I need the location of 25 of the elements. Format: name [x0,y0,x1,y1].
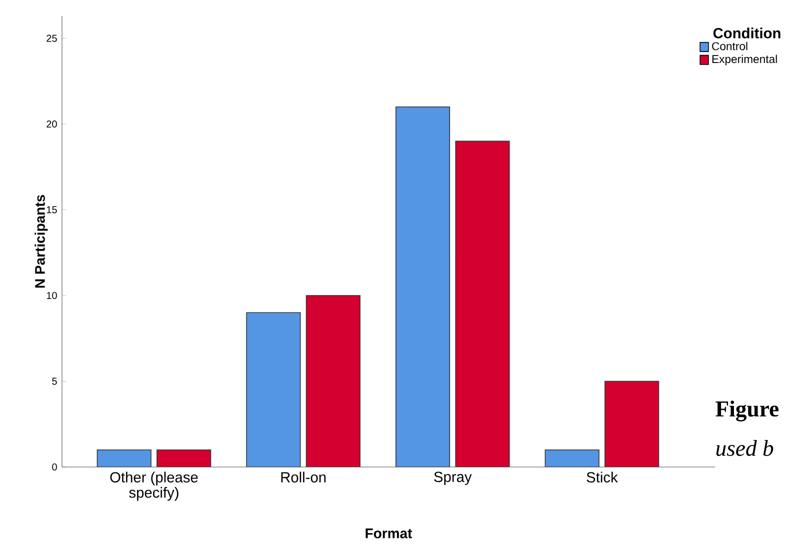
y-tick-label: 10 [46,292,57,300]
x-tick-label: Other (please specify) [110,472,198,501]
y-tick-label: 5 [52,378,57,385]
x-axis-title: Format [366,528,412,538]
bar [246,312,301,467]
legend-label: Control [712,42,748,50]
legend-title: Condition [713,28,780,38]
x-tick-label: Roll-on [281,472,326,482]
text: Figure [716,400,778,422]
bar [544,449,600,467]
bar [156,449,212,467]
bar [455,140,510,467]
bar [306,295,360,467]
x-tick-label: Stick [586,472,618,482]
text: used b [716,440,774,456]
x-tick-label: Spray [434,472,472,485]
y-tick-label: 0 [52,463,57,471]
y-tick-label: 20 [46,120,57,128]
y-tick-label: 25 [46,34,57,42]
bar [96,449,152,467]
legend-label: Experimental [712,54,777,66]
y-axis-title: N Participants [34,195,48,288]
bar [395,106,450,467]
bar [604,380,660,467]
y-tick-label: 15 [46,206,57,214]
